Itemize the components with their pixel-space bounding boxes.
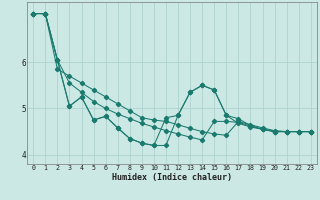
- X-axis label: Humidex (Indice chaleur): Humidex (Indice chaleur): [112, 173, 232, 182]
